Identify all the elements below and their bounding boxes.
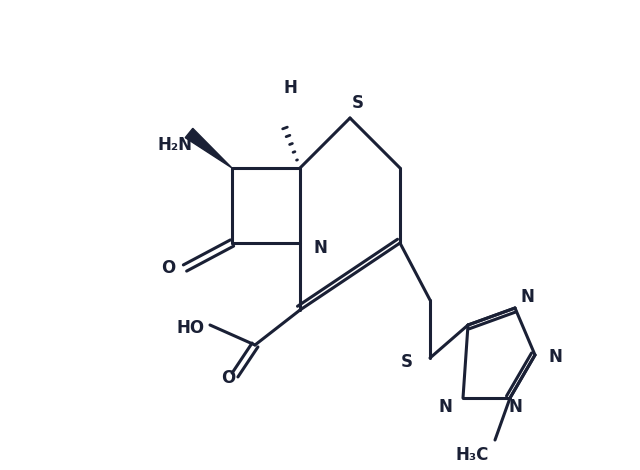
Text: N: N [438,398,452,416]
Text: O: O [161,259,175,277]
Text: HO: HO [177,319,205,337]
Text: N: N [313,239,327,257]
Text: S: S [401,353,413,371]
Text: S: S [352,94,364,112]
Polygon shape [185,128,232,168]
Text: N: N [548,348,562,366]
Text: N: N [508,398,522,416]
Text: O: O [221,369,235,387]
Text: N: N [520,288,534,306]
Text: H₃C: H₃C [455,446,489,464]
Text: H₂N: H₂N [157,136,193,154]
Text: H: H [283,79,297,97]
